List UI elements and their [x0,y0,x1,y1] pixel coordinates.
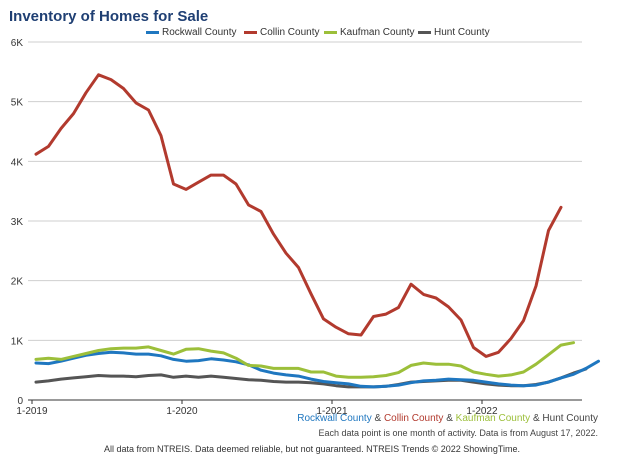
y-tick-label-0: 0 [17,396,23,407]
credit-rockwall: Rockwall County [297,413,372,424]
y-tick-label-4K: 4K [11,157,24,168]
footer-disclaimer: All data from NTREIS. Data deemed reliab… [103,444,520,454]
legend-item-rockwall: Rockwall County [146,27,236,38]
data-note: Each data point is one month of activity… [318,428,599,438]
credit-amp-2: & [446,413,453,424]
legend-item-collin: Collin County [244,27,319,38]
x-tick-label-1-2022: 1-2022 [466,406,498,417]
legend-label-collin: Collin County [260,27,320,38]
credit-hunt: Hunt County [542,413,598,424]
legend-swatch-kaufman [324,31,337,34]
x-tick-label-1-2021: 1-2021 [316,406,348,417]
legend-swatch-rockwall [146,31,159,34]
legend-label-kaufman: Kaufman County [340,27,415,38]
y-tick-label-3K: 3K [11,217,24,228]
legend-swatch-hunt [418,31,431,34]
legend-item-hunt: Hunt County [418,27,490,38]
y-tick-label-1K: 1K [11,336,24,347]
chart-title: Inventory of Homes for Sale [9,8,209,25]
credit-amp-1: & [374,413,382,424]
axis-layer: 0 1K 2K 3K 4K 5K 6K 1-2019 1-2020 1-2021 1-2022 [11,38,582,417]
grid-layer [28,41,582,341]
y-tick-label-5K: 5K [11,98,24,109]
series-line-kaufman-county [34,341,575,379]
credit-amp-3: & [532,413,540,424]
credit-kaufman: Kaufman County [455,413,531,424]
series-line-rockwall-county [34,350,600,389]
series-layer [34,73,600,389]
legend-label-hunt: Hunt County [434,27,490,38]
series-line-collin-county [34,73,563,358]
legend-label-rockwall: Rockwall County [162,27,237,38]
legend-swatch-collin [244,31,257,34]
legend-item-kaufman: Kaufman County [324,27,415,38]
x-tick-label-1-2020: 1-2020 [166,406,198,417]
y-tick-label-2K: 2K [11,277,24,288]
y-tick-label-6K: 6K [11,38,24,49]
x-tick-label-1-2019: 1-2019 [16,406,48,417]
credit-collin: Collin County [383,413,444,424]
credit-line: Rockwall County & Collin County & Kaufma… [297,413,598,424]
